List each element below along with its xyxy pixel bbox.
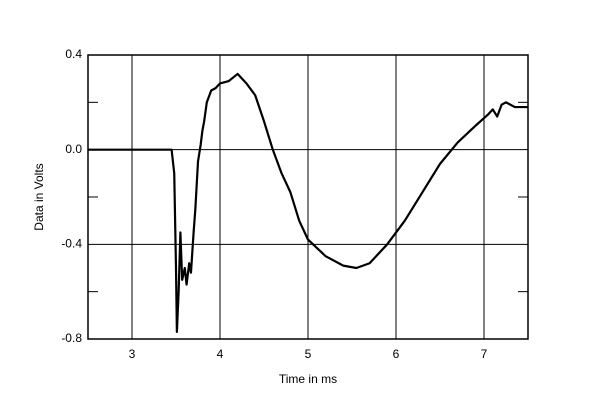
x-tick-label: 6 (393, 347, 400, 361)
data-line (88, 72, 528, 333)
y-axis-label: Data in Volts (32, 163, 46, 230)
y-tick-label: -0.4 (61, 237, 82, 251)
x-tick-label: 7 (481, 347, 488, 361)
x-axis-label: Time in ms (279, 372, 337, 386)
x-tick-label: 4 (217, 347, 224, 361)
y-tick-label: 0.4 (65, 47, 82, 61)
x-tick-label: 3 (129, 347, 136, 361)
y-tick-label: -0.8 (61, 331, 82, 345)
y-tick-label: 0.0 (65, 142, 82, 156)
x-tick-label: 5 (305, 347, 312, 361)
